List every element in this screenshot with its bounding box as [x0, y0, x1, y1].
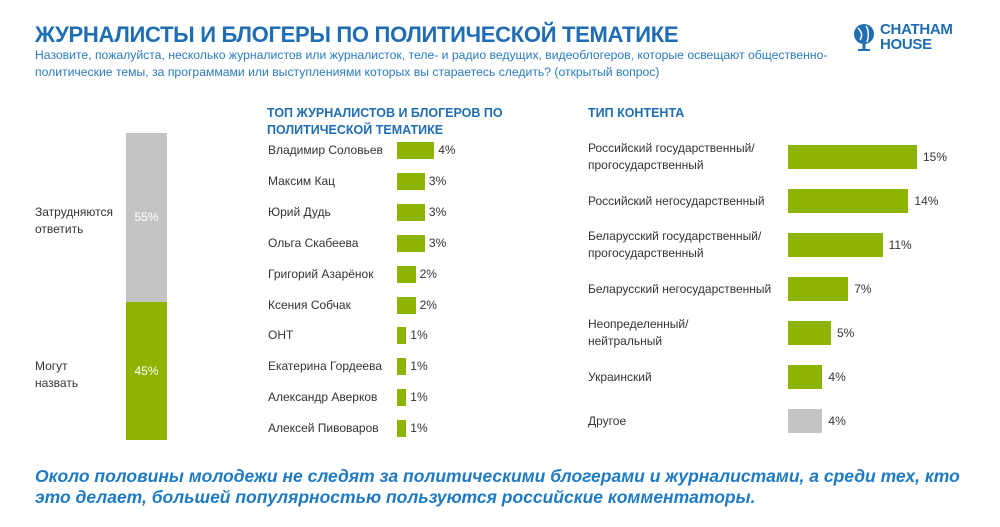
category-label: Екатерина Гордеева: [268, 359, 383, 374]
chart-title-top: ТОП ЖУРНАЛИСТОВ И БЛОГЕРОВ ПО ПОЛИТИЧЕСК…: [267, 106, 503, 137]
value-label: 14%: [914, 194, 939, 208]
segment-label: 55%: [134, 210, 159, 225]
value-label: 1%: [410, 328, 428, 343]
chatham-house-logo: CHATHAM HOUSE: [852, 22, 953, 52]
category-label: ОНТ: [268, 328, 294, 343]
value-label: 3%: [428, 204, 447, 219]
value-label: 1%: [410, 390, 428, 405]
conclusion-text: Около половины молодежи не следят за пол…: [35, 466, 960, 507]
category-label: Ольга Скабеева: [268, 235, 359, 250]
logo-line1: CHATHAM: [880, 21, 953, 38]
category-label-line: Российский государственный/: [588, 141, 755, 155]
bar: [397, 327, 407, 345]
page-title: ЖУРНАЛИСТЫ И БЛОГЕРЫ ПО ПОЛИТИЧЕСКОЙ ТЕМ…: [35, 22, 679, 47]
bar: [788, 145, 917, 169]
bar: [397, 389, 407, 407]
category-label-line: Беларусский государственный/: [588, 229, 762, 243]
value-label: 1%: [410, 421, 428, 436]
category-label: Украинский: [588, 369, 652, 386]
category-label: Максим Кац: [268, 173, 336, 188]
bar: [397, 142, 435, 159]
value-label: 11%: [888, 238, 912, 252]
value-label: 4%: [438, 143, 456, 157]
value-label: 15%: [923, 150, 948, 164]
category-label: Российский негосударственный: [588, 193, 765, 210]
category-label: Григорий Азарёнок: [268, 266, 374, 281]
category-label-line: Украинский: [588, 369, 652, 384]
value-label: 3%: [428, 235, 447, 250]
category-label: Алексей Пивоваров: [268, 421, 379, 436]
segment-label: 45%: [134, 363, 159, 378]
value-label: 1%: [410, 359, 428, 374]
globe-icon: [854, 24, 874, 51]
bar: [397, 420, 407, 438]
category-label: Беларусский негосударственный: [588, 281, 771, 298]
bar: [397, 203, 425, 221]
bar: [397, 265, 416, 283]
value-label: 2%: [419, 297, 437, 312]
category-label-line: нейтральный: [588, 334, 663, 348]
category-label: Беларусский государственный/прогосударст…: [588, 228, 761, 262]
value-label: 5%: [837, 326, 855, 340]
category-label: Неопределенный/нейтральный: [588, 316, 688, 350]
bar: [788, 365, 823, 389]
segment-can-name: 45%: [126, 301, 167, 440]
value-label: 3%: [428, 173, 447, 188]
stacked-bar: 55% 45%: [126, 133, 167, 440]
bar: [397, 296, 416, 314]
bar: [397, 234, 425, 252]
logo-line2: HOUSE: [880, 36, 932, 53]
value-label: 4%: [828, 370, 846, 384]
label-cannot-answer: Затрудняются ответить: [35, 205, 114, 236]
bar: [788, 277, 849, 301]
survey-question: Назовите, пожалуйста, несколько журналис…: [35, 48, 828, 79]
bar: [788, 409, 823, 433]
bar: [397, 358, 407, 376]
label-can-name: Могут назвать: [35, 359, 79, 390]
category-label-line: прогосударственный: [588, 158, 704, 172]
value-label: 4%: [828, 414, 846, 428]
category-label: Александр Аверков: [268, 390, 378, 405]
value-label: 2%: [419, 266, 437, 281]
bar: [788, 189, 909, 213]
category-label: Ксения Собчак: [268, 297, 351, 312]
category-label-line: Неопределенный/: [588, 317, 689, 331]
category-label: Юрий Дудь: [268, 204, 331, 219]
chart-title-content-type: ТИП КОНТЕНТА: [588, 106, 685, 120]
category-label-line: прогосударственный: [588, 246, 704, 260]
bar: [788, 233, 883, 257]
category-label-line: Другое: [588, 413, 627, 428]
category-label-line: Беларусский негосударственный: [588, 281, 772, 296]
value-label: 7%: [854, 282, 872, 296]
segment-cannot-answer: 55%: [126, 133, 167, 302]
category-label-line: Российский негосударственный: [588, 193, 765, 208]
bar: [397, 172, 425, 190]
category-label: Российский государственный/прогосударств…: [588, 140, 755, 174]
category-label: Владимир Соловьев: [268, 143, 383, 157]
category-label: Другое: [588, 413, 626, 430]
bar: [788, 321, 831, 345]
